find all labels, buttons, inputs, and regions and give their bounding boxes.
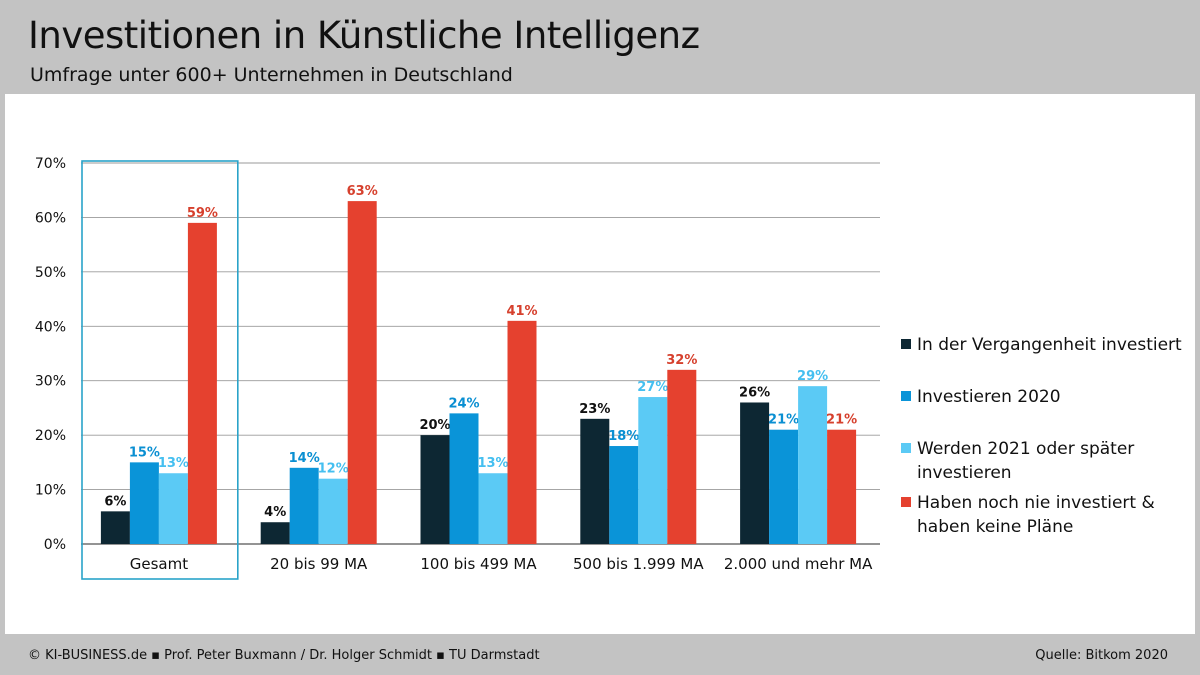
y-tick-label: 30% <box>35 374 66 390</box>
data-label: 15% <box>129 445 160 460</box>
bar <box>507 320 537 544</box>
x-tick-label: 500 bis 1.999 MA <box>573 555 704 573</box>
bar <box>129 462 159 544</box>
y-tick-label: 10% <box>35 483 66 499</box>
data-label: 21% <box>826 413 857 428</box>
bar <box>827 429 857 544</box>
legend-label: investieren <box>917 463 1012 483</box>
data-label: 6% <box>104 494 126 509</box>
data-label: 26% <box>739 385 770 400</box>
data-label: 23% <box>579 402 610 417</box>
y-tick-label: 60% <box>35 210 66 226</box>
bar <box>158 473 188 544</box>
bar <box>638 397 668 544</box>
bar <box>260 522 290 544</box>
legend-label: Haben noch nie investiert & <box>917 493 1155 513</box>
legend-swatch <box>901 391 911 401</box>
bar <box>420 435 450 544</box>
bar <box>478 473 508 544</box>
data-label: 18% <box>608 429 639 444</box>
y-tick-label: 50% <box>35 265 66 281</box>
data-label: 13% <box>158 456 189 471</box>
bar <box>609 446 639 544</box>
x-tick-label: Gesamt <box>130 555 188 573</box>
bar <box>580 418 610 544</box>
x-tick-label: 2.000 und mehr MA <box>724 555 873 573</box>
x-tick-label: 20 bis 99 MA <box>270 555 368 573</box>
data-label: 59% <box>187 206 218 221</box>
legend-label: Investieren 2020 <box>917 387 1061 407</box>
data-label: 21% <box>768 413 799 428</box>
data-label: 27% <box>637 380 668 395</box>
legend-label: Werden 2021 oder später <box>917 439 1134 459</box>
chart-panel: 0% 10% 20% 30% 40% 50% 60% 70% 6% 15% 13% 59% Gesamt… <box>5 94 1195 634</box>
legend-swatch <box>901 443 911 453</box>
data-label: 32% <box>666 353 697 368</box>
data-label: 29% <box>797 369 828 384</box>
data-label: 24% <box>448 396 479 411</box>
y-tick-label: 0% <box>44 537 66 553</box>
bar <box>769 429 799 544</box>
bar <box>740 402 770 544</box>
data-label: 12% <box>318 462 349 477</box>
x-tick-label: 100 bis 499 MA <box>420 555 537 573</box>
highlight-box <box>81 160 239 580</box>
y-tick-label: 70% <box>35 156 66 172</box>
legend-swatch <box>901 497 911 507</box>
bar <box>347 201 377 544</box>
bar <box>798 386 828 544</box>
legend-swatch <box>901 339 911 349</box>
legend-label: haben keine Pläne <box>917 517 1073 537</box>
data-label: 13% <box>477 456 508 471</box>
data-label: 63% <box>347 184 378 199</box>
data-label: 14% <box>289 451 320 466</box>
bar-chart: 0%10%20%30%40%50%60%70%6%15%13%59%Gesamt… <box>35 156 1182 580</box>
data-label: 20% <box>419 418 450 433</box>
y-tick-label: 40% <box>35 319 66 335</box>
bar <box>100 511 130 544</box>
legend-label: In der Vergangenheit investiert <box>917 335 1182 355</box>
footer-credits: © KI-BUSINESS.de ▪ Prof. Peter Buxmann /… <box>28 648 540 663</box>
data-label: 4% <box>264 505 286 520</box>
data-label: 41% <box>506 304 537 319</box>
bar <box>289 467 319 544</box>
chart-subtitle: Umfrage unter 600+ Unternehmen in Deutsc… <box>30 64 513 86</box>
bar <box>449 413 479 544</box>
bar <box>667 369 697 544</box>
y-tick-label: 20% <box>35 428 66 444</box>
chart-title: Investitionen in Künstliche Intelligenz <box>28 14 700 57</box>
footer-source: Quelle: Bitkom 2020 <box>1035 648 1168 663</box>
bar <box>318 478 348 544</box>
bar <box>187 222 217 544</box>
